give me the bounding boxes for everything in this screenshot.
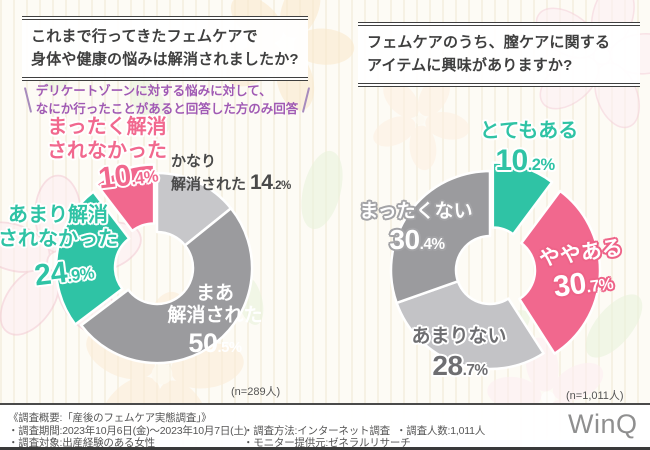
- right-chart-title: フェムケアのうち、膣ケアに関する アイテムに興味がありますか?: [358, 22, 640, 87]
- left-sample-size: (n=289人): [231, 386, 281, 398]
- left-chart-title: これまで行ってきたフェムケアで 身体や健康の悩みは解消されましたか?: [22, 16, 308, 81]
- slice-right-1: [518, 189, 602, 355]
- value-right-0: 10.2%: [495, 144, 555, 177]
- survey-method: ・調査方法:インターネット調査: [243, 425, 390, 437]
- label-left-0: かなり 解消された 14.2%: [171, 153, 291, 194]
- note-right-tick: [302, 87, 311, 113]
- survey-monitor: ・モニター提供元:ゼネラルリサーチ: [243, 437, 411, 449]
- label-left-1: まあ 解消された 50.5%: [167, 283, 263, 358]
- survey-count: ・調査人数:1,011人: [396, 425, 486, 437]
- label-left-3: まったく解消 されなかった: [47, 116, 167, 162]
- label-left-2: あまり解消 されなかった: [0, 204, 118, 250]
- note-line2: なにか行ったことがあると回答した方のみ回答: [35, 102, 299, 117]
- slice-right-0: [491, 161, 554, 236]
- footer-bottom-rule: [0, 447, 650, 450]
- slice-right-3: [389, 169, 492, 305]
- winq-logo: WinQ: [568, 409, 638, 439]
- right-sample-size: (n=1,011人): [566, 390, 624, 402]
- label-right-0: とてもある: [479, 120, 579, 142]
- survey-period: ・調査期間:2023年10月6日(金)〜2023年10月7日(土): [8, 425, 248, 437]
- value-right-2: 28.7%: [432, 350, 488, 381]
- donut-chart-left: [54, 163, 254, 365]
- label-right-2: あまりない: [411, 326, 507, 347]
- value-right-3: 30.4%: [389, 224, 445, 255]
- slice-left-3: [95, 163, 156, 233]
- right-title-line2: アイテムに興味がありますか?: [367, 57, 573, 75]
- survey-overview-footer: 《調査概要:「産後のフェムケア実態調査」》 ・調査期間:2023年10月6日(金…: [0, 403, 650, 450]
- survey-target: ・調査対象:出産経験のある女性: [8, 437, 155, 449]
- left-chart-note: デリケートゾーンに対する悩みに対して、 なにか行ったことがあると回答した方のみ回…: [23, 82, 311, 118]
- donut-chart-right: [389, 161, 602, 371]
- label-right-3: まったくない: [359, 201, 473, 222]
- slice-left-1: [79, 207, 254, 365]
- value-left-2: 24.9%: [32, 255, 96, 293]
- slice-right-2: [395, 280, 545, 371]
- slice-left-2: [54, 190, 131, 326]
- note-left-tick: [23, 87, 32, 113]
- right-title-line1: フェムケアのうち、膣ケアに関する: [367, 34, 611, 51]
- survey-summary: 《調査概要:「産後のフェムケア実態調査」》: [8, 412, 212, 424]
- note-line1: デリケートゾーンに対する悩みに対して、: [35, 84, 272, 98]
- left-title-line1: これまで行ってきたフェムケアで: [31, 28, 258, 45]
- left-title-line2: 身体や健康の悩みは解消されましたか?: [31, 51, 299, 69]
- value-left-3: 10.4%: [96, 158, 160, 196]
